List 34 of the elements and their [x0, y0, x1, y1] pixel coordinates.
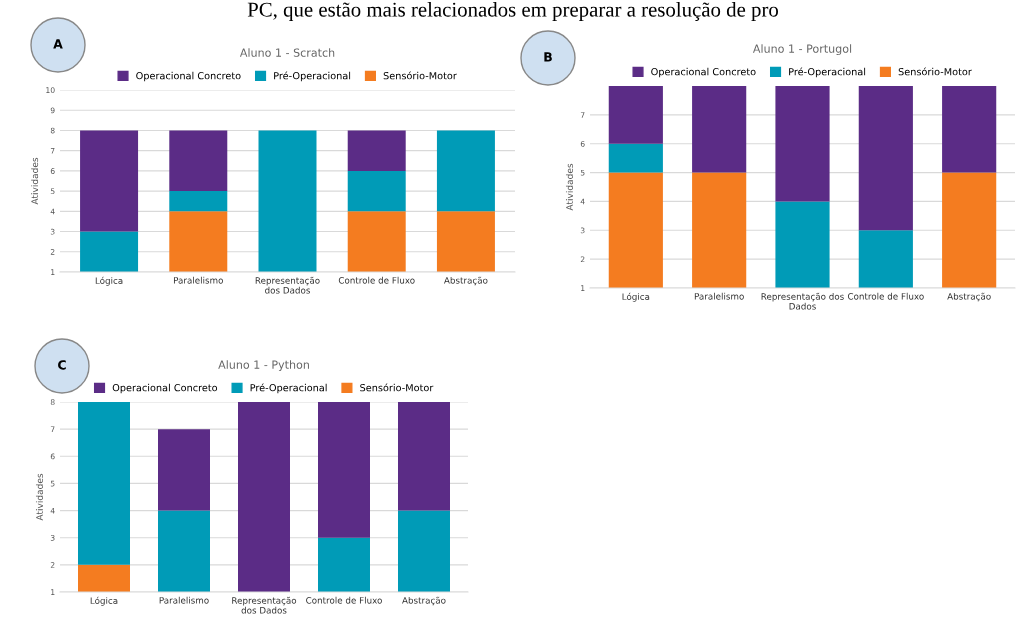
text: B	[544, 52, 552, 62]
x-tick-label: Lógica	[95, 276, 123, 286]
x-tick-label: Paralelismo	[173, 276, 223, 284]
chart-title: Aluno 1 - Scratch	[239, 48, 335, 57]
text: C	[58, 360, 66, 370]
x-tick-label: Paralelismo	[694, 292, 744, 300]
text: PC, que estão mais relacionados em preparar a resolução de pro	[247, 2, 779, 21]
x-tick-label: Controle de Fluxo	[306, 596, 382, 604]
legend-label: Sensório-Motor	[383, 71, 457, 80]
legend-label: Sensório-Motor	[360, 383, 434, 392]
x-tick-label: Paralelismo	[159, 596, 209, 604]
x-tick-label: Controle de Fluxo	[847, 292, 924, 300]
legend-label: Pré-Operacional	[250, 383, 327, 394]
text: A	[53, 39, 63, 49]
legend-label: Operacional Concreto	[112, 383, 218, 394]
chart-title: Aluno 1 - Portugol	[752, 44, 852, 55]
legend-label: Operacional Concreto	[651, 67, 756, 78]
y-axis-title: Atividades	[31, 157, 39, 205]
legend-label: Sensório-Motor	[898, 67, 972, 76]
x-tick-label: Abstração	[947, 292, 991, 302]
chart-title: Aluno 1 - Python	[218, 360, 309, 371]
x-tick-label: Representação dos Dados	[232, 596, 297, 614]
legend-label: Pré-Operacional	[789, 67, 866, 78]
legend-label: Pré-Operacional	[274, 71, 351, 82]
x-tick-label: Representação dos Dados	[255, 276, 320, 294]
x-tick-label: Lógica	[90, 596, 118, 606]
x-tick-label: Representação dos Dados	[761, 292, 844, 310]
y-axis-title: Atividades	[565, 163, 573, 211]
legend-label: Operacional Concreto	[136, 71, 241, 82]
x-tick-label: Abstração	[402, 596, 446, 606]
x-tick-label: Lógica	[622, 292, 650, 302]
x-tick-label: Controle de Fluxo	[338, 276, 415, 284]
x-tick-label: Abstração	[443, 276, 488, 286]
y-axis-title: Atividades	[35, 473, 43, 521]
